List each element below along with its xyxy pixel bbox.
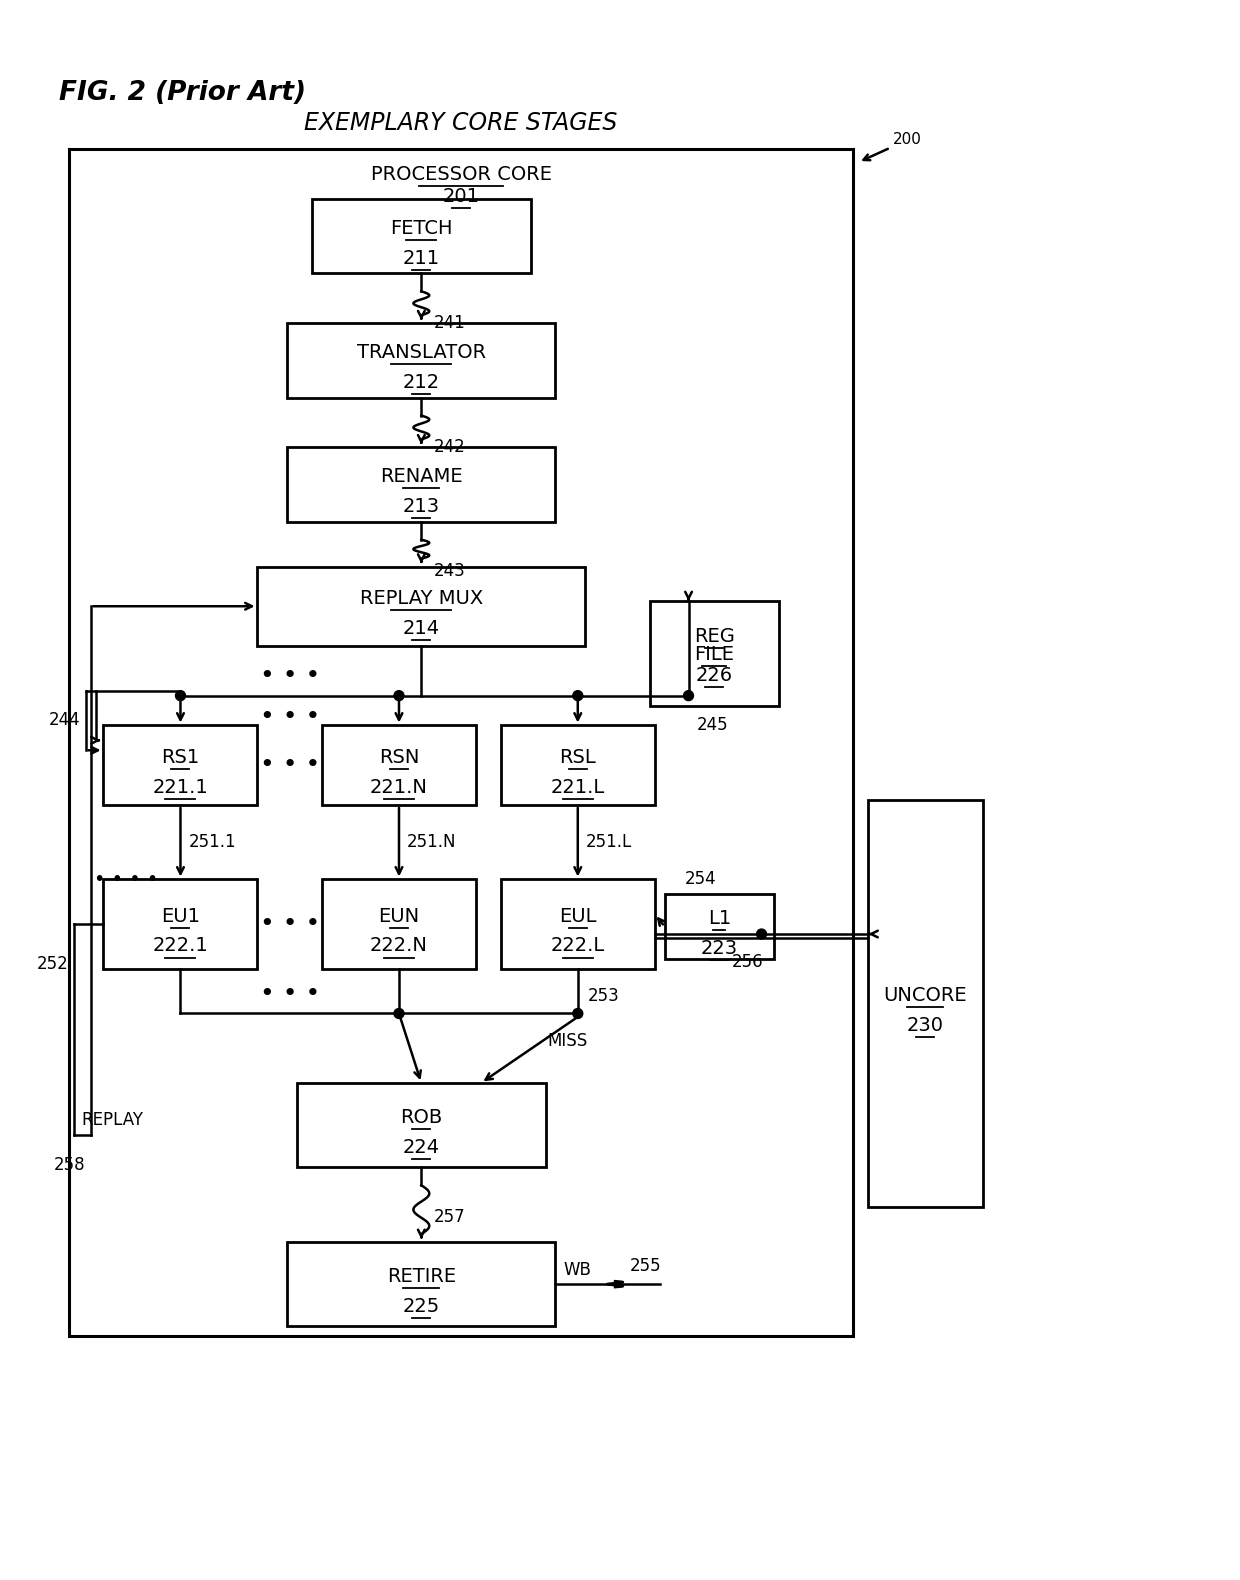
Text: 212: 212 [403, 373, 440, 392]
Bar [258, 567, 585, 646]
Text: 226: 226 [696, 665, 733, 684]
Text: 258: 258 [55, 1157, 86, 1174]
Text: • • •: • • • [259, 912, 320, 935]
Bar [501, 880, 655, 969]
Text: EXEMPLARY CORE STAGES: EXEMPLARY CORE STAGES [304, 111, 618, 134]
Bar [868, 799, 982, 1207]
Text: 253: 253 [588, 986, 620, 1005]
Text: TRANSLATOR: TRANSLATOR [357, 343, 486, 362]
Text: 222.L: 222.L [551, 937, 605, 956]
Text: • • •: • • • [259, 706, 320, 730]
Text: 223: 223 [701, 939, 738, 957]
Text: 225: 225 [403, 1297, 440, 1316]
Text: MISS: MISS [548, 1032, 588, 1051]
Circle shape [756, 929, 766, 939]
Text: L1: L1 [708, 908, 730, 927]
Text: 201: 201 [443, 186, 480, 205]
Text: 251.L: 251.L [585, 833, 632, 852]
Text: RETIRE: RETIRE [387, 1267, 456, 1286]
Text: EUN: EUN [378, 907, 419, 926]
Bar [312, 199, 531, 273]
Text: 211: 211 [403, 248, 440, 267]
Text: 255: 255 [630, 1258, 662, 1275]
Bar [501, 725, 655, 804]
Text: 242: 242 [433, 438, 465, 457]
Bar [322, 880, 476, 969]
Text: 200: 200 [863, 133, 923, 160]
Text: 251.1: 251.1 [188, 833, 236, 852]
Text: 251.N: 251.N [407, 833, 456, 852]
Text: 213: 213 [403, 498, 440, 517]
Text: 221.N: 221.N [370, 777, 428, 796]
Text: 245: 245 [697, 716, 728, 735]
Text: 230: 230 [906, 1016, 944, 1035]
Text: RS1: RS1 [161, 747, 200, 766]
Text: 254: 254 [684, 871, 717, 888]
Text: 243: 243 [433, 562, 465, 580]
Text: RSL: RSL [559, 747, 596, 766]
Text: ROB: ROB [401, 1108, 443, 1127]
Text: 222.N: 222.N [370, 937, 428, 956]
Text: FETCH: FETCH [391, 218, 453, 239]
Text: 257: 257 [433, 1209, 465, 1226]
Text: 244: 244 [50, 711, 81, 730]
Circle shape [683, 690, 693, 700]
Text: EUL: EUL [559, 907, 596, 926]
Bar [103, 725, 258, 804]
Text: RENAME: RENAME [379, 468, 463, 487]
Bar [288, 447, 556, 521]
Circle shape [573, 1008, 583, 1019]
Text: 241: 241 [433, 314, 465, 332]
Text: FILE: FILE [694, 645, 734, 664]
Text: 221.1: 221.1 [153, 777, 208, 796]
Text: PROCESSOR CORE: PROCESSOR CORE [371, 164, 552, 183]
Text: 252: 252 [37, 954, 68, 973]
Bar [288, 324, 556, 398]
Text: 256: 256 [732, 953, 764, 970]
Circle shape [176, 690, 186, 700]
Text: • • •: • • • [259, 981, 320, 1005]
Bar [322, 725, 476, 804]
Text: REG: REG [694, 627, 735, 646]
Text: UNCORE: UNCORE [884, 986, 967, 1005]
Text: EU1: EU1 [161, 907, 200, 926]
Circle shape [394, 690, 404, 700]
Text: FIG. 2 (Prior Art): FIG. 2 (Prior Art) [58, 79, 306, 106]
Bar [650, 602, 779, 706]
Bar [298, 1082, 546, 1168]
Bar [288, 1242, 556, 1326]
Bar [103, 880, 258, 969]
Bar [68, 150, 853, 1337]
Text: RSN: RSN [378, 747, 419, 766]
Text: 214: 214 [403, 619, 440, 638]
Text: • • •: • • • [259, 754, 320, 777]
Circle shape [394, 1008, 404, 1019]
Bar [665, 894, 774, 959]
Text: REPLAY: REPLAY [82, 1111, 144, 1130]
Text: REPLAY MUX: REPLAY MUX [360, 589, 482, 608]
Text: WB: WB [563, 1261, 591, 1280]
Text: 221.L: 221.L [551, 777, 605, 796]
Text: • • • •: • • • • [93, 871, 157, 890]
Text: 222.1: 222.1 [153, 937, 208, 956]
Text: • • •: • • • [259, 664, 320, 687]
Circle shape [573, 690, 583, 700]
Text: 224: 224 [403, 1138, 440, 1157]
